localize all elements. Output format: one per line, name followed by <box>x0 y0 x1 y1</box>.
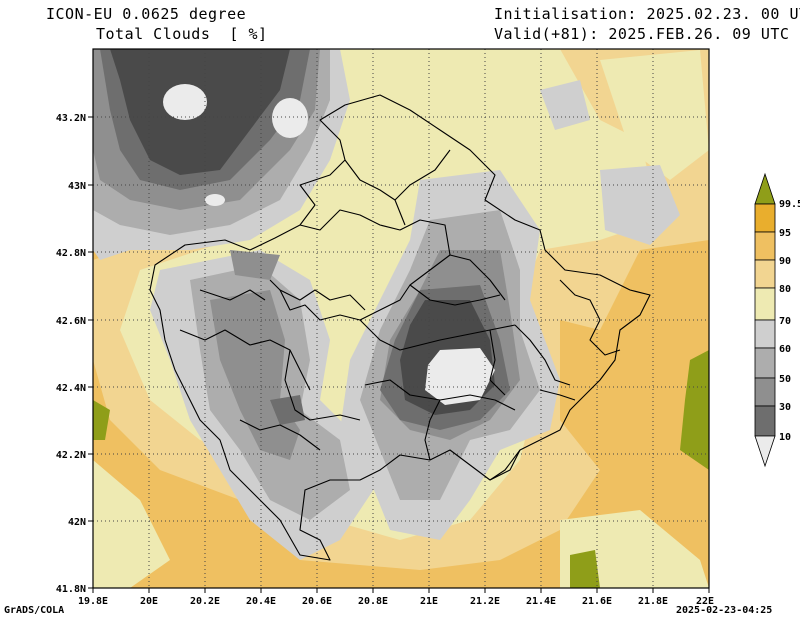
colorbar-label: 30 <box>779 402 791 413</box>
lon-label: 21.8E <box>638 596 668 607</box>
colorbar-swatch <box>754 287 776 321</box>
colorbar-swatch <box>754 231 776 261</box>
cloud-cover-field <box>93 49 709 588</box>
lon-label: 21.6E <box>582 596 612 607</box>
colorbar-label: 70 <box>779 316 791 327</box>
longitude-labels: 19.8E 20E 20.2E 20.4E 20.6E 20.8E 21E 21… <box>78 596 714 607</box>
colorbar-label: 90 <box>779 256 791 267</box>
variable-title: Total Clouds [ %] <box>96 25 268 43</box>
colorbar-label: 10 <box>779 432 791 443</box>
lat-label: 42.6N <box>56 316 86 327</box>
colorbar-swatch <box>754 203 776 233</box>
map-frame <box>92 48 710 589</box>
lat-label: 42.8N <box>56 248 86 259</box>
latitude-labels: 43.2N 43N 42.8N 42.6N 42.4N 42.2N 42N 41… <box>56 113 86 595</box>
lon-label: 20.4E <box>246 596 276 607</box>
colorbar-label: 99.5 <box>779 199 800 210</box>
lon-label: 21E <box>420 596 438 607</box>
lon-label: 20.6E <box>302 596 332 607</box>
lon-label: 20E <box>140 596 158 607</box>
colorbar-swatch <box>754 347 776 379</box>
lat-label: 42.2N <box>56 450 86 461</box>
lon-label: 21.4E <box>526 596 556 607</box>
timestamp-label: 2025-02-23-04:25 <box>676 605 773 616</box>
lon-label: 19.8E <box>78 596 108 607</box>
colorbar-swatch <box>754 377 776 407</box>
lat-label: 41.8N <box>56 584 86 595</box>
credit-label: GrADS/COLA <box>4 605 65 616</box>
colorbar-label: 80 <box>779 284 791 295</box>
colorbar <box>754 172 776 468</box>
colorbar-top-triangle <box>754 172 776 205</box>
lat-label: 43.2N <box>56 113 86 124</box>
lon-label: 22E <box>696 596 714 607</box>
lat-label: 42.4N <box>56 383 86 394</box>
colorbar-swatch <box>754 319 776 349</box>
lon-label: 21.2E <box>470 596 500 607</box>
colorbar-label: 60 <box>779 344 791 355</box>
lon-label: 20.2E <box>190 596 220 607</box>
colorbar-swatch <box>754 405 776 437</box>
administrative-borders <box>149 94 651 561</box>
colorbar-label: 95 <box>779 228 791 239</box>
colorbar-labels: 99.5 95 90 80 70 60 50 30 10 <box>779 199 800 443</box>
lat-label: 43N <box>68 181 86 192</box>
lon-label: 20.8E <box>358 596 388 607</box>
lat-lon-grid <box>93 49 709 588</box>
initialisation-label: Initialisation: 2025.02.23. 00 UTC <box>494 5 800 23</box>
colorbar-bottom-triangle <box>754 435 776 468</box>
valid-time-label: Valid(+81): 2025.FEB.26. 09 UTC <box>494 25 790 43</box>
colorbar-label: 50 <box>779 374 791 385</box>
lat-label: 42N <box>68 517 86 528</box>
model-title: ICON-EU 0.0625 degree <box>46 5 247 23</box>
colorbar-swatch <box>754 259 776 289</box>
